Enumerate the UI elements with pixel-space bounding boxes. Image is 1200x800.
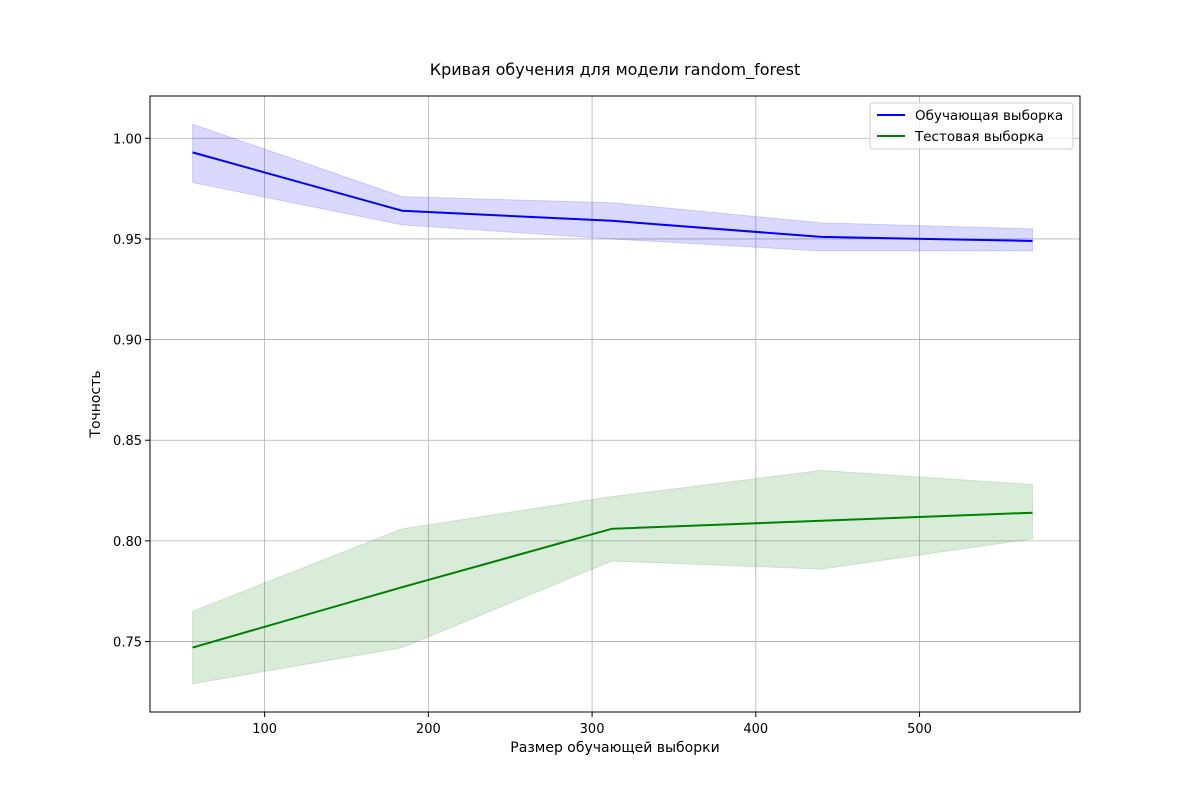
y-tick-label: 0.75 [113,636,142,651]
series-line-train [192,151,1033,242]
x-tick-label: 200 [416,722,441,737]
chart-title: Кривая обучения для модели random_forest [430,60,800,80]
confidence-bands [192,123,1034,685]
confidence-band-test [192,469,1034,685]
legend-label-train: Обучающая выборка [915,108,1063,124]
y-axis-ticks: 0.75 0.80 0.85 0.90 0.95 1.00 [113,132,150,651]
series-line-test [192,511,1033,649]
x-tick-label: 300 [580,722,605,737]
plot-area [150,96,1080,712]
x-tick-label: 100 [252,722,277,737]
x-tick-label: 500 [907,722,932,737]
plot-frame [149,95,1081,713]
y-tick-label: 0.95 [113,233,142,248]
y-axis-title: Точность [88,370,104,438]
y-tick-label: 0.80 [113,535,142,550]
x-axis-title: Размер обучающей выборки [510,740,719,756]
grid-lines [150,96,1080,712]
y-tick-label: 0.90 [113,334,142,349]
x-tick-label: 400 [743,722,768,737]
confidence-band-train [192,123,1034,252]
x-axis-ticks: 100 200 300 400 500 [252,712,932,737]
legend: Обучающая выборка Тестовая выборка [869,102,1074,150]
legend-label-test: Тестовая выборка [914,129,1044,145]
y-tick-label: 0.85 [113,434,142,449]
legend-box [869,102,1074,150]
series-lines [192,151,1033,649]
y-tick-label: 1.00 [113,132,142,147]
